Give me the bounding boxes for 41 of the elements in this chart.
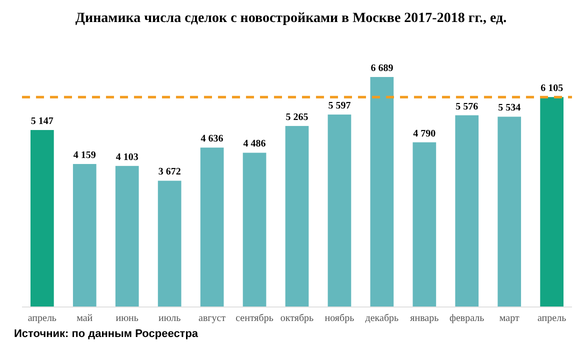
data-label: 6 689 <box>370 63 394 74</box>
x-tick-label: август <box>198 313 226 324</box>
data-label: 5 147 <box>30 116 54 128</box>
chart-title: Динамика числа сделок с новостройками в Москве 2017-2018 гг., ед. <box>75 11 507 26</box>
x-tick-label: апрель <box>28 313 57 324</box>
data-label: 6 105 <box>540 83 564 94</box>
bar <box>285 126 309 307</box>
x-tick-label: апрель <box>538 313 567 324</box>
x-tick-label: июнь <box>116 313 139 324</box>
bar <box>370 77 394 307</box>
text: Источник: по данным Росреестра <box>14 328 199 340</box>
bar <box>72 164 96 307</box>
bar <box>540 97 564 307</box>
bar <box>498 116 522 307</box>
bar <box>455 115 479 307</box>
data-label: 4 636 <box>200 134 224 145</box>
data-label: 4 790 <box>413 128 436 140</box>
data-label: 5 576 <box>456 101 478 112</box>
x-tick-label: сентябрь <box>236 313 274 324</box>
data-label: 4 486 <box>243 138 266 150</box>
bar <box>158 180 182 307</box>
x-tick-label: март <box>499 313 520 324</box>
x-tick-label: январь <box>410 313 440 324</box>
x-tick-label: октябрь <box>280 313 314 324</box>
x-tick-label: июль <box>158 313 182 324</box>
data-label: 4 103 <box>116 152 138 163</box>
x-tick-label: февраль <box>450 313 485 324</box>
data-label: 5 597 <box>328 100 351 112</box>
data-label: 5 534 <box>498 102 521 114</box>
x-tick-label: декабрь <box>365 313 400 324</box>
x-tick-label: май <box>76 313 94 324</box>
x-tick-label: ноябрь <box>324 313 355 324</box>
bar <box>412 142 436 307</box>
data-label: 3 672 <box>158 166 181 178</box>
bar <box>242 152 266 307</box>
bar <box>200 148 224 307</box>
data-label: 4 159 <box>73 150 96 161</box>
bar <box>115 166 139 307</box>
bar <box>328 114 352 307</box>
bar <box>30 130 54 307</box>
data-label: 5 265 <box>286 112 308 123</box>
